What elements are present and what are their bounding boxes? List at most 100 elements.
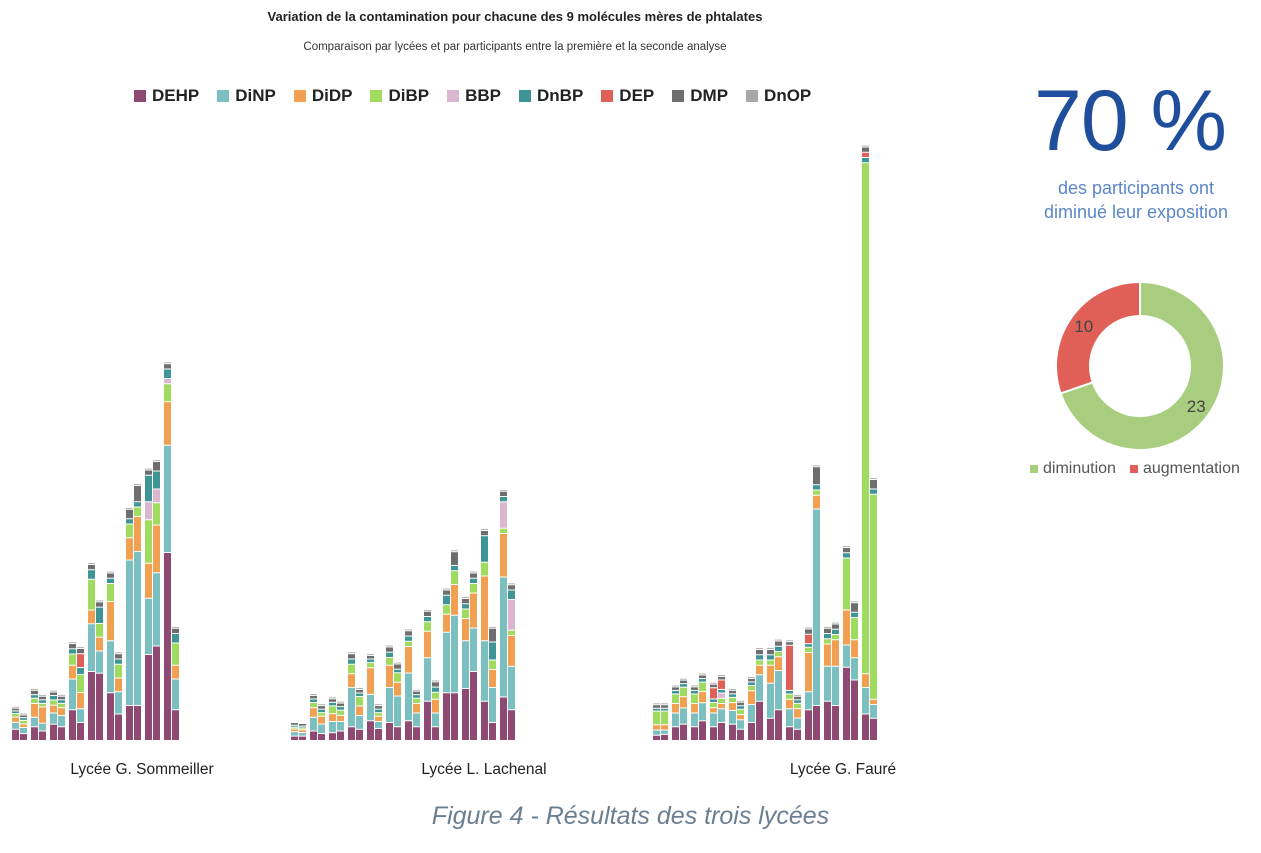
bar-segment-dmp [413,691,420,695]
bar-segment-dnop [50,690,57,692]
bar-segment-dnop [318,704,325,706]
bar-segment-dnop [337,701,344,703]
bar-segment-dnop [432,680,439,682]
bar-segment-dibp [870,494,877,699]
bar-segment-dnop [69,642,76,644]
bar-segment-dmp [367,655,374,659]
bar-segment-dmp [69,644,76,649]
bar-segment-dmp [748,678,755,682]
bar-segment-dnbp [134,502,141,507]
bar-segment-dinp [500,577,507,697]
bar-segment-dinp [832,666,839,705]
bar-segment-didp [767,665,774,683]
legend-item-didp: DiDP [293,86,352,106]
bar-segment-dinp [375,722,382,728]
bar-segment-dibp [767,660,774,665]
bar-segment-dehp [699,721,706,740]
donut-slice-augmentation [1055,280,1141,395]
bar-segment-dmp [337,703,344,707]
bar-segment-dibp [851,618,858,640]
legend-item-bbp: BBP [447,86,501,106]
legend-swatch [293,90,306,102]
bar-segment-dinp [443,632,450,693]
bar-segment-dnbp [870,489,877,494]
donut-legend-item-augmentation: augmentation [1129,460,1240,478]
bar-segment-didp [107,602,114,641]
bar-segment-dnop [145,468,152,470]
bar-segment-dibp [291,727,298,729]
bar-segment-dnop [870,478,877,479]
bar-segment-dinp [413,713,420,727]
bar-segment-dehp [375,728,382,740]
legend-label: DnOP [764,86,812,105]
bar-segment-dinp [348,688,355,727]
percent-value: 70 % [1034,73,1227,169]
bar-segment-dibp [691,694,698,703]
bar-segment-dmp [310,695,317,699]
bar-segment-dinp [691,713,698,727]
bar-segment-didp [172,665,179,679]
bar-segment-dmp [291,723,298,725]
bar-segment-dibp [680,687,687,697]
bar-segment-dibp [832,635,839,640]
bar-segment-dibp [69,654,76,665]
bar-segment-dibp [481,562,488,576]
bar-segment-dnbp [451,566,458,571]
bar-segment-dinp [164,445,171,552]
bar-segment-dinp [134,552,141,705]
bar-segment-dibp [756,660,763,665]
bar-segment-dibp [367,663,374,668]
bar-segment-dinp [153,573,160,646]
bar-segment-bbp [718,693,725,698]
bar-segment-dehp [729,724,736,740]
donut-legend-label: diminution [1043,460,1116,477]
bar-segment-dmp [405,631,412,636]
bar-segment-dmp [58,696,65,700]
chart-subtitle: Comparaison par lycées et par participan… [303,41,727,53]
bar-segment-dehp [775,710,782,740]
bar-segment-dibp [729,697,736,703]
bar-segment-didp [58,708,65,716]
bar-segment-dmp [862,147,869,152]
bar-segment-dmp [96,602,103,607]
bar-segment-didp [710,708,717,713]
bar-segment-dehp [851,680,858,740]
bar-segment-dibp [115,664,122,678]
bar-segment-dnop [710,682,717,684]
bar-segment-dmp [508,585,515,590]
bar-segment-dehp [126,706,133,740]
bar-segment-dehp [786,727,793,740]
bar-segment-dnbp [710,699,717,702]
bar-segment-dmp [164,364,171,369]
bar-segment-dehp [405,721,412,740]
bar-segment-dehp [862,714,869,740]
bar-segment-dnop [481,529,488,530]
bar-segment-dehp [470,672,477,740]
bar-segment-dibp [126,524,133,538]
bar-segment-dnop [153,460,160,461]
chart-legend: DEHP DiNP DiDP DiBP BBP DnBP DEP DMP DnOP [134,86,811,106]
bar-segment-dnbp [153,471,160,489]
bar-segment-dnop [58,694,65,696]
bar-segment-dibp [862,163,869,674]
bar-segment-didp [356,706,363,716]
bar-segment-dibp [748,686,755,691]
bar-segment-bbp [153,489,160,503]
bar-segment-dnbp [329,702,336,706]
bar-segment-dmp [462,599,469,604]
figure-caption: Figure 4 - Résultats des trois lycées [431,802,830,830]
donut-legend-item-diminution: diminution [1030,460,1116,478]
bar-segment-dehp [413,727,420,740]
bar-segment-dmp [107,573,114,578]
bar-segment-dmp [824,628,831,633]
bar-segment-dnop [164,362,171,364]
bar-segment-dehp [680,724,687,740]
stat-line-2: diminué leur exposition [1043,202,1229,222]
bar-segment-dehp [462,689,469,740]
bar-segment-dibp [805,647,812,652]
bar-segment-dnop [680,678,687,680]
bar-segment-dibp [443,605,450,614]
bar-segment-didp [432,699,439,713]
legend-label: BBP [465,86,502,105]
bar-segment-dinp [69,679,76,710]
